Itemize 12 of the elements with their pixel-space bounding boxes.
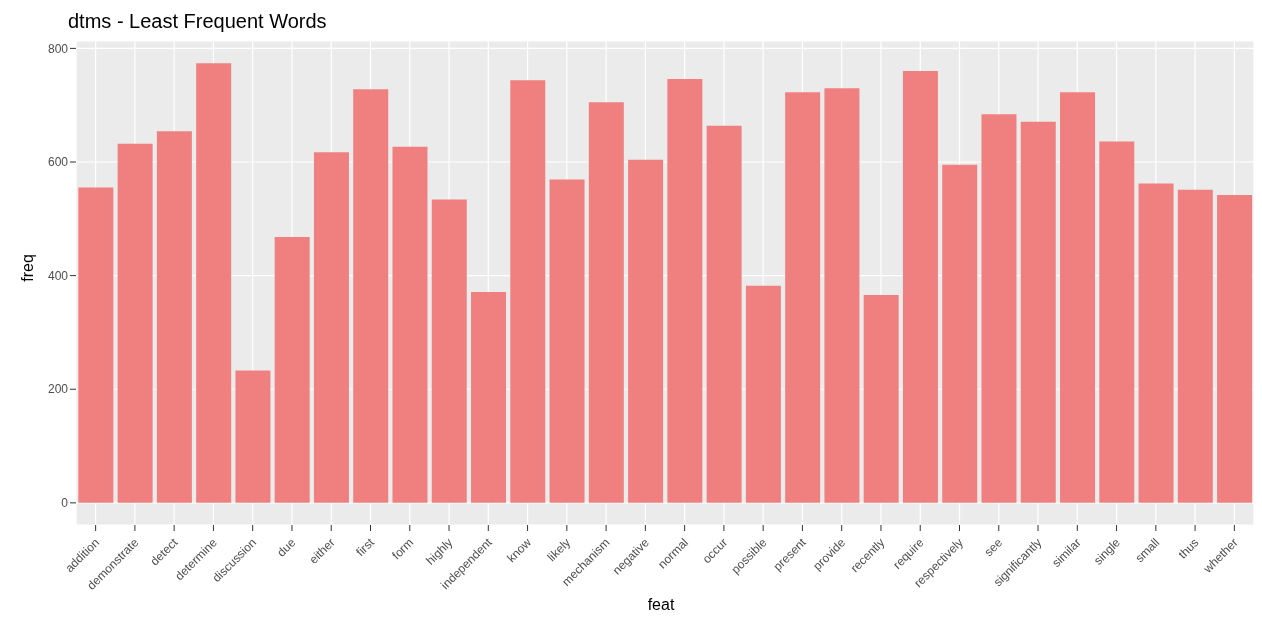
x-axis-title: feat <box>646 596 676 614</box>
y-tick-label: 600 <box>47 155 69 170</box>
y-tick-label: 200 <box>47 382 69 397</box>
y-tick-label: 800 <box>47 41 69 56</box>
x-tick-label: form <box>389 535 417 563</box>
y-axis-title: freq <box>18 254 37 282</box>
x-tick-label: thus <box>1175 535 1202 562</box>
y-tick-label: 0 <box>61 496 69 511</box>
x-tick-label: due <box>274 535 299 560</box>
x-tick-label: first <box>353 535 378 560</box>
y-tick-label: 400 <box>47 268 69 283</box>
chart-title: dtms - Least Frequent Words <box>68 10 327 33</box>
